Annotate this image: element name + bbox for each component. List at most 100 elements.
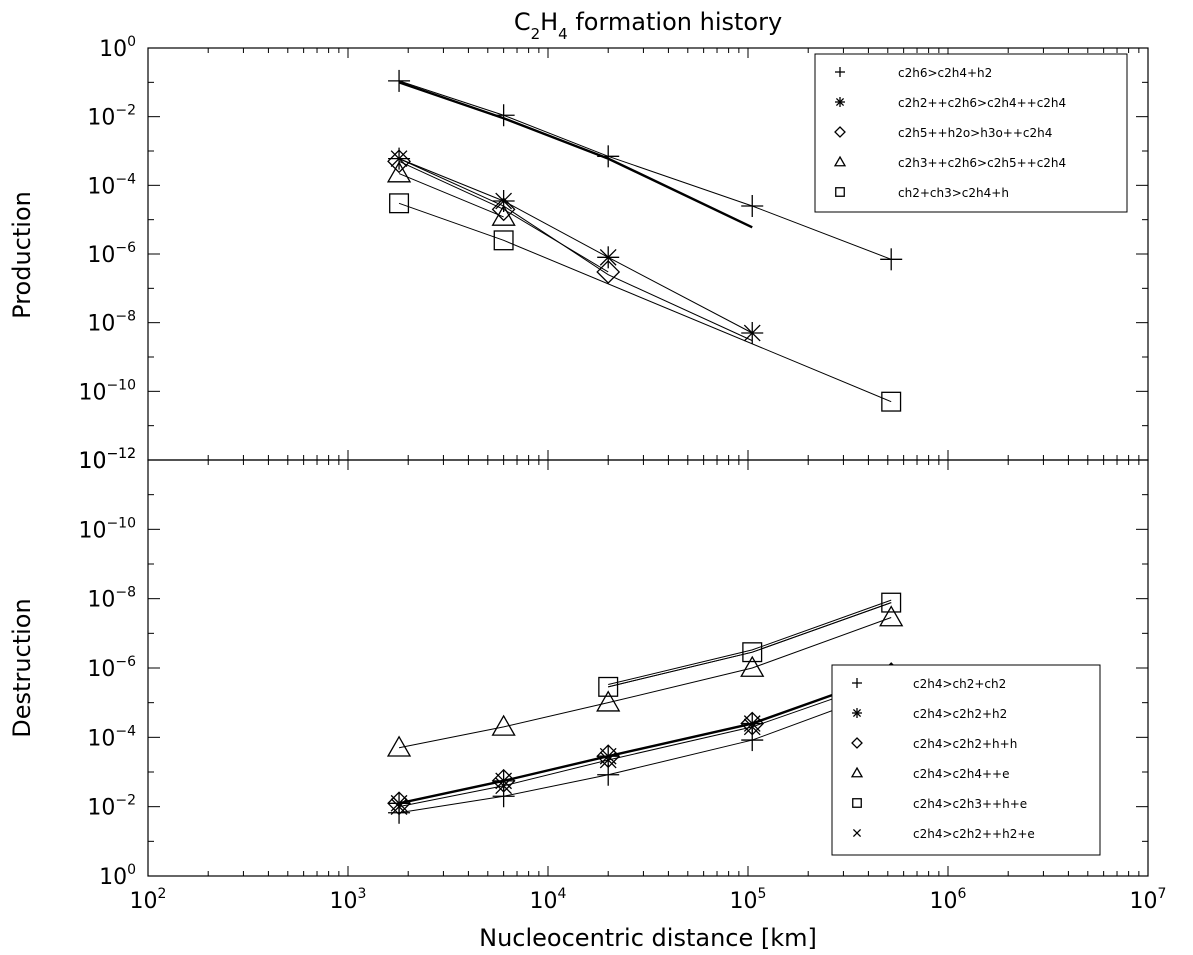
destruction-series-line-2	[398, 673, 892, 804]
destruction-series-3-point-1	[491, 714, 516, 736]
destruction-curve-2	[608, 599, 892, 686]
production-y-tick-label-5-exp: −10	[106, 377, 136, 393]
destruction-x-tick-label-4-exp: 6	[958, 886, 967, 902]
production-y-tick-label-6: 10−12	[78, 446, 136, 474]
destruction-legend-marker-3	[850, 766, 864, 778]
destruction-legend-label-3: c2h4>c2h4++e	[913, 767, 1010, 781]
title-main: C	[514, 8, 531, 36]
production-y-tick-label-2: 10−4	[87, 171, 136, 199]
production-series-2-point-0	[387, 149, 411, 174]
production-series-1-point-3	[741, 322, 764, 345]
destruction-y-tick-label-1: 10−10	[78, 515, 136, 543]
destruction-legend-label-5: c2h4>c2h2++h2+e	[913, 827, 1035, 841]
destruction-y-tick-label-4-base: 10	[87, 726, 115, 751]
destruction-series-3-point-2	[596, 690, 621, 712]
destruction-x-tick-label-2-exp: 4	[558, 886, 567, 902]
destruction-y-tick-label-0: 10−12	[78, 446, 136, 474]
destruction-series-3-point-3	[740, 655, 765, 677]
production-series-1-point-2	[597, 246, 620, 269]
title-sub-2: 4	[558, 25, 568, 43]
destruction-y-axis-label: Destruction	[8, 598, 36, 737]
production-legend-label-1: c2h2++c2h6>c2h4++c2h4	[898, 96, 1066, 110]
destruction-series-3-point-4	[879, 605, 904, 627]
production-legend-marker-2	[834, 126, 846, 138]
destruction-y-tick-label-5: 10−2	[87, 793, 136, 821]
production-series-3-point-0	[386, 161, 412, 183]
production-series-0-point-3	[741, 195, 764, 218]
production-y-tick-label-5: 10−10	[78, 377, 136, 405]
destruction-x-tick-label-2-base: 10	[530, 889, 558, 914]
destruction-y-tick-label-2-base: 10	[87, 588, 115, 613]
production-y-tick-label-5-base: 10	[78, 380, 106, 405]
destruction-x-tick-label-5-base: 10	[1130, 889, 1158, 914]
destruction-y-tick-label-6-base: 10	[99, 865, 127, 890]
destruction-x-tick-label-2: 104	[530, 886, 567, 914]
destruction-y-tick-label-3: 10−6	[87, 654, 136, 682]
destruction-x-tick-label-3: 105	[730, 886, 767, 914]
destruction-x-tick-label-0-base: 10	[130, 889, 158, 914]
production-series-0-point-2	[597, 145, 620, 168]
destruction-series-4-point-2	[881, 592, 902, 613]
destruction-y-tick-label-5-exp: −2	[115, 793, 136, 809]
destruction-x-tick-label-0: 102	[130, 886, 167, 914]
production-y-tick-label-4-exp: −8	[115, 309, 136, 325]
production-y-tick-label-4: 10−8	[87, 309, 136, 337]
production-y-tick-label-6-exp: −12	[106, 446, 136, 462]
production-series-2-point-1	[491, 197, 516, 222]
title-tail: formation history	[568, 8, 782, 36]
production-y-tick-label-0-exp: 0	[127, 34, 136, 50]
production-series-0-point-1	[492, 104, 515, 127]
production-y-tick-label-1-exp: −2	[115, 103, 136, 119]
production-legend-label-3: c2h3++c2h6>c2h5++c2h4	[898, 156, 1066, 170]
destruction-series-line-4	[608, 602, 892, 688]
destruction-series-line-0	[398, 688, 892, 814]
production-series-3-point-1	[491, 204, 516, 226]
production-y-tick-label-2-base: 10	[87, 174, 115, 199]
destruction-legend-marker-5	[852, 828, 862, 838]
destruction-legend-marker-0	[852, 678, 862, 688]
destruction-legend-marker-1	[852, 708, 862, 718]
production-y-tick-label-4-base: 10	[87, 312, 115, 337]
destruction-series-line-3	[398, 617, 892, 749]
production-y-tick-label-1: 10−2	[87, 103, 136, 131]
production-curve-0	[398, 81, 753, 229]
title-sub-1: 2	[531, 25, 541, 43]
destruction-legend-label-2: c2h4>c2h2+h+h	[913, 737, 1017, 751]
production-series-line-4	[398, 202, 892, 403]
destruction-series-4-point-0	[598, 676, 619, 697]
destruction-y-tick-label-2: 10−8	[87, 585, 136, 613]
production-y-tick-label-6-base: 10	[78, 449, 106, 474]
destruction-x-tick-label-5-exp: 7	[1158, 886, 1167, 902]
destruction-y-tick-label-1-exp: −10	[106, 515, 136, 531]
destruction-y-tick-label-3-exp: −6	[115, 654, 136, 670]
title-mid: H	[540, 8, 558, 36]
destruction-legend: c2h4>ch2+ch2 c2h4>c2h2+h2 c2h4>c2h2+h+h c2h…	[831, 664, 1101, 856]
destruction-series-5-point-2	[599, 751, 617, 769]
production-series-2-point-2	[596, 260, 621, 284]
production-series-4-point-0	[389, 193, 410, 214]
production-legend-label-2: c2h5++h2o>h3o++c2h4	[898, 126, 1052, 140]
destruction-y-tick-label-6-exp: 0	[127, 862, 136, 878]
destruction-x-tick-label-0-exp: 2	[158, 886, 167, 902]
destruction-x-tick-label-5: 107	[1130, 886, 1167, 914]
destruction-x-tick-label-4: 106	[930, 886, 967, 914]
chart-title: C2H4 formation history	[514, 8, 782, 43]
production-legend: c2h6>c2h4+h2 c2h2++c2h6>c2h4++c2h4 c2h5++h…	[814, 53, 1128, 213]
production-y-tick-label-1-base: 10	[87, 106, 115, 131]
destruction-y-tick-label-0-base: 10	[78, 449, 106, 474]
production-series-0-point-4	[880, 248, 903, 271]
production-series-line-1	[398, 158, 753, 334]
production-y-tick-label-3-exp: −6	[115, 240, 136, 256]
production-legend-label-0: c2h6>c2h4+h2	[898, 66, 992, 80]
production-legend-marker-3	[833, 155, 847, 167]
production-y-tick-label-0: 100	[99, 34, 136, 62]
destruction-legend-label-0: c2h4>ch2+ch2	[913, 677, 1006, 691]
destruction-y-tick-label-0-exp: −12	[106, 446, 136, 462]
production-legend-label-4: ch2+ch3>c2h4+h	[898, 186, 1009, 200]
production-panel: 10010−210−410−610−810−1010−12c2h6>c2h4+h…	[78, 34, 1149, 474]
production-legend-marker-0	[835, 67, 845, 77]
destruction-tick-marks	[147, 459, 1149, 877]
destruction-legend-label-1: c2h4>c2h2+h2	[913, 707, 1007, 721]
destruction-x-tick-label-1-base: 10	[330, 889, 358, 914]
